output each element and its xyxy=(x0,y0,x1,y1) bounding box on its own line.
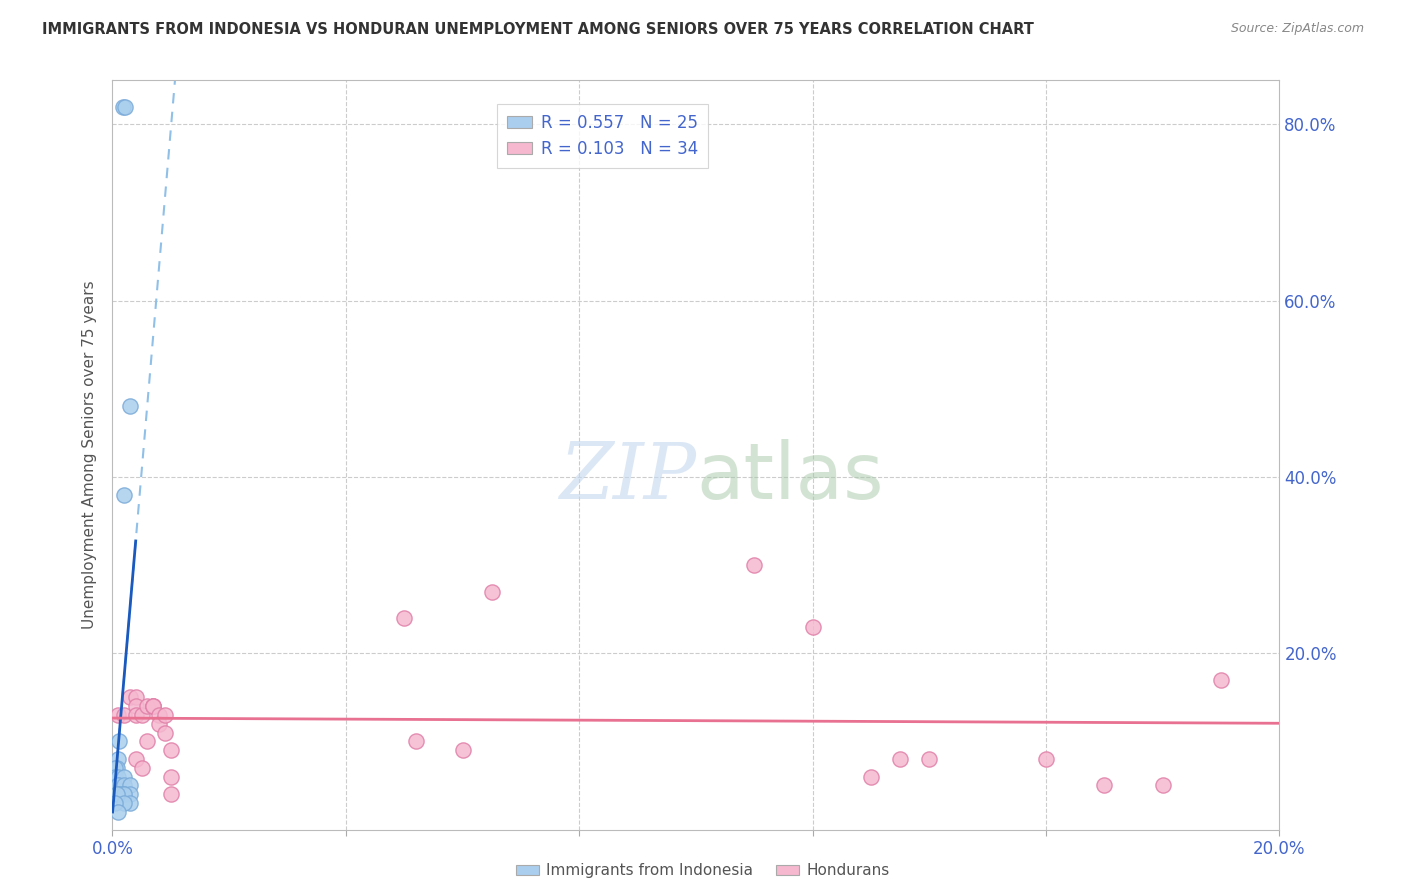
Point xyxy=(1209,673,1232,687)
Point xyxy=(112,770,135,784)
Point xyxy=(112,779,135,793)
Point xyxy=(142,699,165,714)
Legend: Immigrants from Indonesia, Hondurans: Immigrants from Indonesia, Hondurans xyxy=(510,857,896,884)
Point xyxy=(142,699,165,714)
Point xyxy=(1035,752,1057,766)
Legend: R = 0.557   N = 25, R = 0.103   N = 34: R = 0.557 N = 25, R = 0.103 N = 34 xyxy=(498,103,707,168)
Point xyxy=(107,752,129,766)
Point xyxy=(107,805,129,819)
Point xyxy=(131,708,153,723)
Point xyxy=(107,779,129,793)
Point xyxy=(125,752,148,766)
Point xyxy=(131,761,153,775)
Point xyxy=(118,400,141,414)
Point xyxy=(918,752,941,766)
Point xyxy=(889,752,911,766)
Point xyxy=(136,734,159,748)
Point xyxy=(160,770,183,784)
Point xyxy=(118,796,141,810)
Point xyxy=(118,787,141,801)
Text: Source: ZipAtlas.com: Source: ZipAtlas.com xyxy=(1230,22,1364,36)
Point xyxy=(153,725,176,739)
Point xyxy=(118,779,141,793)
Point xyxy=(112,487,135,501)
Point xyxy=(136,699,159,714)
Point xyxy=(142,699,165,714)
Point xyxy=(860,770,883,784)
Point xyxy=(118,690,141,705)
Point xyxy=(125,699,148,714)
Point xyxy=(104,796,127,810)
Point xyxy=(742,558,765,573)
Text: IMMIGRANTS FROM INDONESIA VS HONDURAN UNEMPLOYMENT AMONG SENIORS OVER 75 YEARS C: IMMIGRANTS FROM INDONESIA VS HONDURAN UN… xyxy=(42,22,1033,37)
Point xyxy=(110,787,132,801)
Point xyxy=(107,770,129,784)
Point xyxy=(405,734,427,748)
Point xyxy=(107,787,129,801)
Point xyxy=(148,708,170,723)
Point xyxy=(107,779,129,793)
Point xyxy=(108,734,131,748)
Point xyxy=(111,100,134,114)
Point xyxy=(114,100,136,114)
Point xyxy=(104,761,127,775)
Y-axis label: Unemployment Among Seniors over 75 years: Unemployment Among Seniors over 75 years xyxy=(82,281,97,629)
Point xyxy=(1152,779,1174,793)
Point xyxy=(105,761,128,775)
Point xyxy=(104,770,127,784)
Point xyxy=(160,743,183,757)
Point xyxy=(160,787,183,801)
Point xyxy=(801,620,824,634)
Point xyxy=(112,787,135,801)
Point xyxy=(105,787,128,801)
Point xyxy=(125,690,148,705)
Point xyxy=(112,708,135,723)
Point xyxy=(112,796,135,810)
Text: ZIP: ZIP xyxy=(558,439,696,516)
Point xyxy=(107,708,129,723)
Point xyxy=(148,716,170,731)
Point xyxy=(451,743,474,757)
Point xyxy=(112,787,135,801)
Point xyxy=(153,708,176,723)
Text: atlas: atlas xyxy=(696,440,883,516)
Point xyxy=(1094,779,1116,793)
Point xyxy=(481,584,503,599)
Point xyxy=(394,611,416,625)
Point xyxy=(125,708,148,723)
